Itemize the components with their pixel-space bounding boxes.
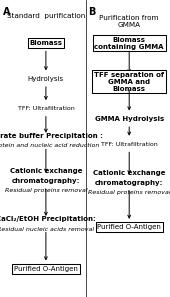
Text: GMMA Hydrolysis: GMMA Hydrolysis [95,116,164,122]
Text: CaCl₂/EtOH Precipitation:: CaCl₂/EtOH Precipitation: [0,216,96,222]
Text: B: B [88,7,96,18]
Text: TFF: Ultrafiltration: TFF: Ultrafiltration [18,106,74,111]
Text: Citrate buffer Precipitation :: Citrate buffer Precipitation : [0,133,103,139]
Text: Residual nucleic acids removal: Residual nucleic acids removal [0,227,95,232]
Text: Standard  purification: Standard purification [7,13,85,19]
Text: Purified O-Antigen: Purified O-Antigen [14,266,78,272]
Text: TFF: Ultrafiltration: TFF: Ultrafiltration [101,142,158,146]
Text: Protein and nucleic acid reduction: Protein and nucleic acid reduction [0,143,100,148]
Text: chromatography:: chromatography: [95,180,163,186]
Text: Purification from
GMMA: Purification from GMMA [99,15,159,28]
Text: Cationic exchange: Cationic exchange [10,168,82,174]
Text: A: A [3,7,11,18]
Text: Purified O-Antigen: Purified O-Antigen [97,224,161,230]
Text: Biomass: Biomass [29,40,62,46]
Text: Biomass
containing GMMA: Biomass containing GMMA [95,37,164,50]
Text: Hydrolysis: Hydrolysis [28,76,64,82]
Text: chromatography:: chromatography: [12,178,80,184]
Text: Cationic exchange: Cationic exchange [93,170,165,176]
Text: Residual proteins removal: Residual proteins removal [5,189,87,193]
Text: TFF separation of
GMMA and
Biomass: TFF separation of GMMA and Biomass [94,72,164,92]
Text: Residual proteins removal: Residual proteins removal [88,190,170,195]
